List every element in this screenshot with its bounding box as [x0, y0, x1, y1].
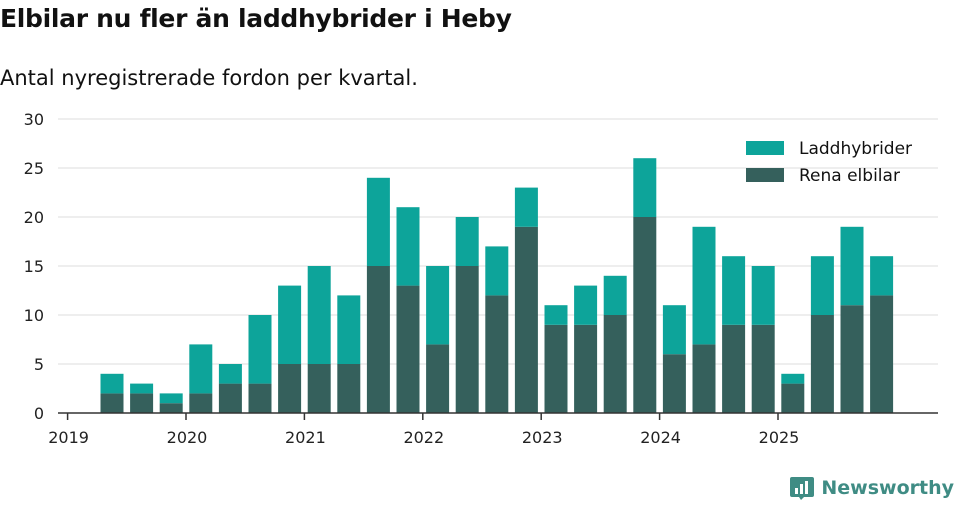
- bar-segment: [574, 324, 598, 413]
- bar-segment: [337, 295, 361, 364]
- legend-swatch: [746, 168, 784, 182]
- bar-segment: [662, 305, 686, 355]
- x-tick-label: 2020: [167, 428, 208, 447]
- bar-segment: [544, 305, 568, 325]
- y-tick-label: 15: [24, 257, 44, 276]
- bar-segment: [130, 383, 154, 394]
- bar-segment: [840, 305, 864, 413]
- bar-segment: [278, 285, 302, 364]
- legend-label: Rena elbilar: [799, 166, 900, 186]
- bar-segment: [692, 344, 716, 413]
- legend-label: Laddhybrider: [799, 139, 912, 159]
- newsworthy-logo-icon: [790, 477, 815, 500]
- bar-segment: [366, 266, 390, 413]
- y-tick-label: 30: [24, 110, 44, 129]
- bar-segment: [633, 158, 657, 217]
- y-tick-label: 0: [34, 404, 44, 423]
- x-tick-label: 2024: [640, 428, 681, 447]
- bar-segment: [366, 177, 390, 266]
- bar-segment: [633, 217, 657, 413]
- bar-segment: [810, 315, 834, 413]
- bar-segment: [189, 393, 213, 413]
- y-tick-label: 5: [34, 355, 44, 374]
- bar-segment: [722, 324, 746, 413]
- newsworthy-brand: Newsworthy: [789, 475, 954, 501]
- x-tick-label: 2019: [48, 428, 89, 447]
- bar-segment: [810, 256, 834, 315]
- bar-segment: [248, 383, 272, 413]
- bar-segment: [218, 364, 242, 384]
- x-tick-label: 2022: [403, 428, 444, 447]
- bar-segment: [662, 354, 686, 413]
- chart-subtitle: Antal nyregistrerade fordon per kvartal.: [0, 66, 418, 90]
- bar-segment: [248, 315, 272, 384]
- bar-segment: [337, 364, 361, 413]
- bar-segment: [396, 207, 420, 286]
- bar-segment: [840, 226, 864, 306]
- bar-segment: [396, 285, 420, 413]
- y-tick-label: 25: [24, 159, 44, 178]
- bar-segment: [514, 187, 538, 227]
- bar-segment: [426, 344, 450, 413]
- bar-segment: [544, 324, 568, 413]
- bar-segment: [189, 344, 213, 394]
- legend-swatch: [746, 141, 784, 155]
- x-tick-label: 2021: [285, 428, 326, 447]
- bar-segment: [485, 246, 509, 296]
- bar-segment: [307, 266, 331, 364]
- bar-segment: [603, 275, 627, 315]
- bar-segment: [455, 217, 479, 266]
- bar-segment: [100, 373, 124, 394]
- bar-segment: [870, 256, 894, 296]
- bar-segment: [751, 324, 775, 413]
- bar-segment: [218, 383, 242, 413]
- bar-segment: [278, 364, 302, 413]
- bar-segment: [159, 403, 183, 413]
- bar-segment: [751, 266, 775, 325]
- bar-segment: [574, 285, 598, 325]
- bar-segment: [781, 383, 805, 413]
- bar-segment: [426, 266, 450, 345]
- bar-segment: [514, 226, 538, 413]
- x-tick-label: 2025: [759, 428, 800, 447]
- y-tick-label: 10: [24, 306, 44, 325]
- bar-segment: [455, 266, 479, 413]
- bar-segment: [603, 315, 627, 413]
- bar-segment: [692, 226, 716, 345]
- y-tick-label: 20: [24, 208, 44, 227]
- bar-segment: [870, 295, 894, 413]
- chart-title: Elbilar nu fler än laddhybrider i Heby: [0, 4, 512, 33]
- bar-segment: [485, 295, 509, 413]
- brand-name: Newsworthy: [821, 477, 954, 499]
- bar-segment: [159, 393, 183, 404]
- x-tick-label: 2023: [522, 428, 563, 447]
- bar-segment: [722, 256, 746, 325]
- bar-segment: [307, 364, 331, 413]
- bar-segment: [781, 373, 805, 384]
- bar-segment: [100, 393, 124, 413]
- bar-segment: [130, 393, 154, 413]
